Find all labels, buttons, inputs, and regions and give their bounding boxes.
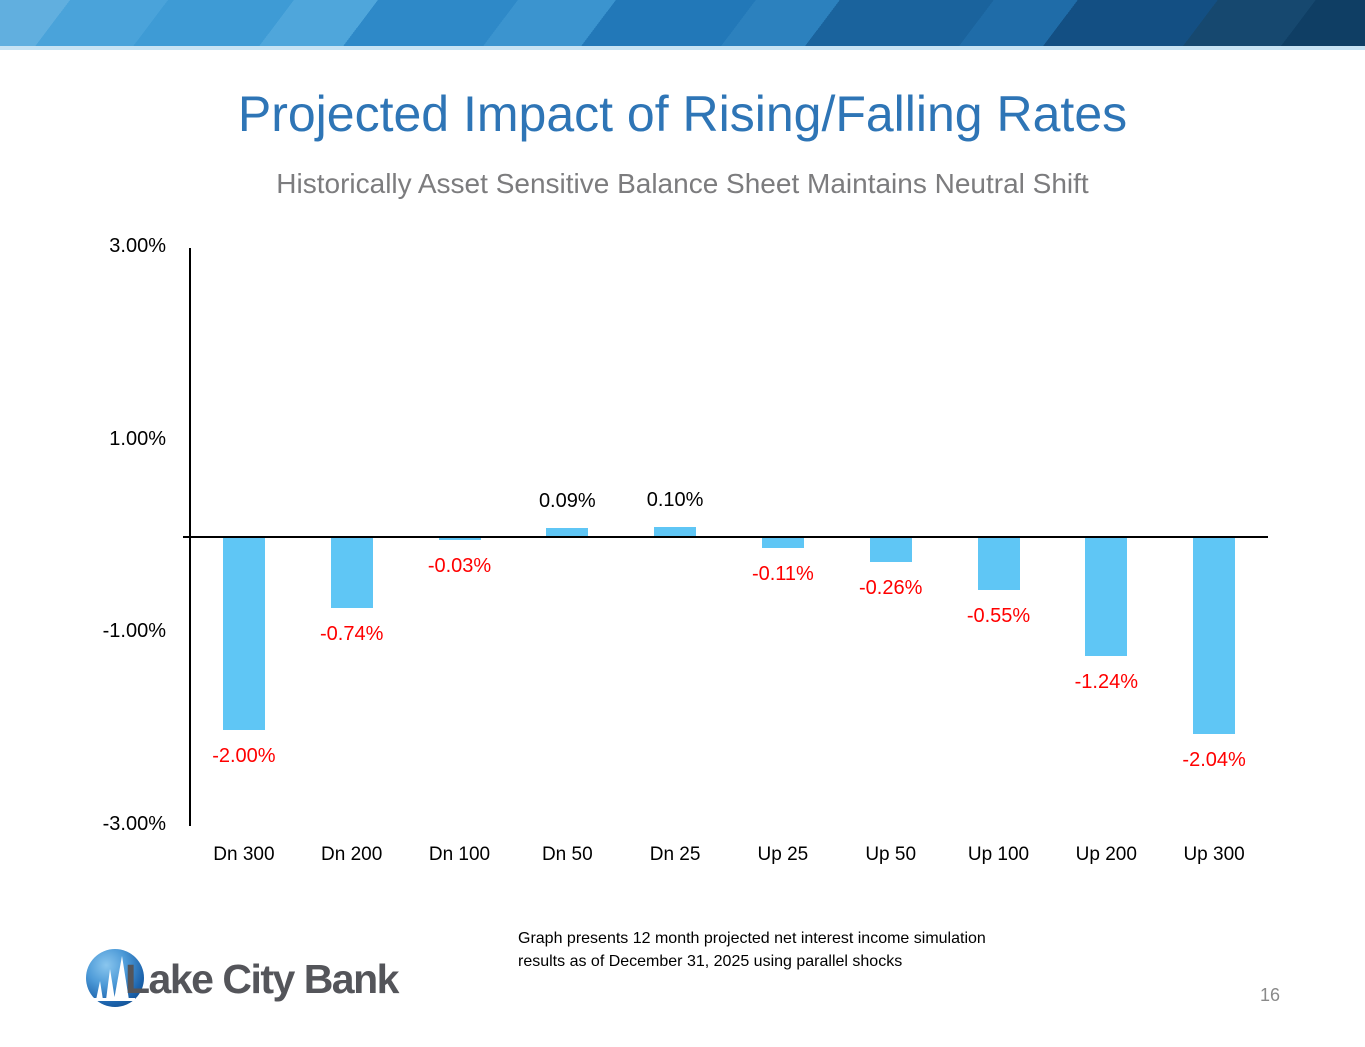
y-axis-tick-label: -3.00% <box>102 813 166 835</box>
bar <box>761 537 804 548</box>
bar <box>654 527 697 537</box>
bar-value-label: -0.26% <box>859 577 923 600</box>
bar-value-label: -2.00% <box>212 744 276 767</box>
x-axis-category-label: Dn 200 <box>321 844 383 865</box>
page-number: 16 <box>1259 985 1281 1005</box>
y-axis-tick-label: 1.00% <box>109 427 166 450</box>
bar-value-label: -0.11% <box>751 562 814 585</box>
bar <box>1085 537 1128 657</box>
bar <box>222 537 265 730</box>
bar-value-label: -0.55% <box>966 604 1031 627</box>
bar-value-label: -0.74% <box>320 623 384 646</box>
x-axis-category-label: Dn 50 <box>541 844 593 865</box>
top-banner <box>0 0 1365 50</box>
x-axis-category-label: Up 100 <box>967 844 1030 865</box>
y-axis-tick-label: 3.00% <box>109 235 166 257</box>
x-axis-category-label: Dn 100 <box>428 844 491 865</box>
bar-value-label: -2.04% <box>1182 748 1246 771</box>
zero-axis-line <box>183 536 1268 538</box>
footnote-line-2: results as of December 31, 2025 using pa… <box>518 953 903 970</box>
x-axis-category-label: Up 50 <box>865 844 917 865</box>
x-axis-category-label: Up 25 <box>757 844 809 865</box>
bar <box>1193 537 1236 734</box>
footnote-line-1: Graph presents 12 month projected net in… <box>518 930 986 947</box>
bridge-globe-icon <box>86 949 144 1007</box>
bar <box>330 537 373 609</box>
lake-city-bank-logo: Lake City Bank <box>86 949 399 1007</box>
bar <box>869 537 912 563</box>
bar <box>438 537 481 540</box>
bar-value-label: -0.03% <box>427 554 492 577</box>
chart-footnote: Graph presents 12 month projected net in… <box>518 927 986 973</box>
x-axis-category-label: Up 200 <box>1075 844 1137 865</box>
bar-value-label: -1.24% <box>1074 671 1138 694</box>
bar <box>977 537 1020 590</box>
x-axis-category-label: Dn 25 <box>649 844 701 865</box>
bar-value-label: 0.10% <box>646 489 704 512</box>
logo-wordmark: Lake City Bank <box>125 956 399 1002</box>
bar-value-label: 0.09% <box>538 490 596 513</box>
y-axis-tick-label: -1.00% <box>102 620 166 643</box>
x-axis-category-label: Up 300 <box>1183 844 1245 865</box>
x-axis-category-label: Dn 300 <box>213 844 275 865</box>
slide-title: Projected Impact of Rising/Falling Rates <box>237 86 1128 142</box>
bar <box>546 528 589 537</box>
slide-subtitle: Historically Asset Sensitive Balance She… <box>276 168 1089 199</box>
